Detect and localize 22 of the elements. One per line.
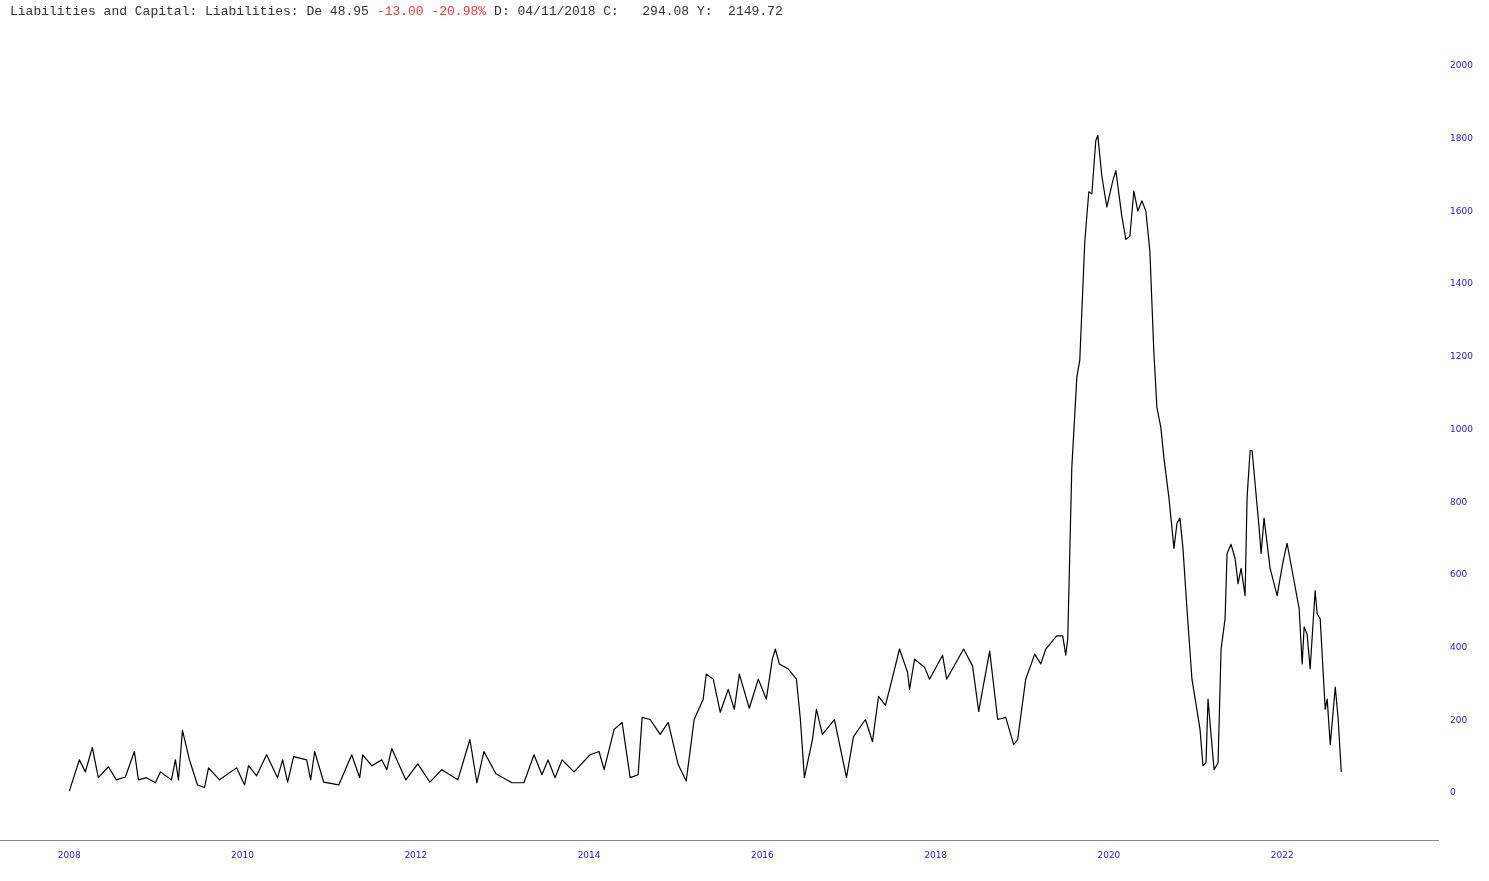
x-tick-label: 2020 xyxy=(1097,849,1121,860)
x-tick-label: 2022 xyxy=(1270,849,1294,860)
x-tick-label: 2014 xyxy=(577,849,601,860)
y-tick-label: 200 xyxy=(1450,714,1468,725)
x-tick-label: 2012 xyxy=(404,849,428,860)
y-tick-label: 1600 xyxy=(1450,205,1474,216)
x-tick-label: 2016 xyxy=(750,849,775,860)
y-tick-label: 1800 xyxy=(1450,133,1474,144)
text: D: 04/11/2018 C: 294.08 Y: 2149.72 xyxy=(494,4,783,19)
y-tick-label: 1200 xyxy=(1450,351,1474,362)
chart-title: Liabilities and Capital: Liabilities: De 48.95 xyxy=(10,4,369,19)
x-tick-label: 2008 xyxy=(57,849,82,860)
y-tick-label: 400 xyxy=(1450,641,1468,652)
chart-subtitle: -13.00 -20.98% xyxy=(376,4,487,19)
y-tick-label: 600 xyxy=(1450,569,1468,580)
x-tick-label: 2010 xyxy=(231,849,255,860)
y-tick-label: 0 xyxy=(1450,787,1457,798)
y-tick-label: 1000 xyxy=(1450,423,1474,434)
y-tick-label: 1400 xyxy=(1450,278,1474,289)
y-tick-label: 800 xyxy=(1450,496,1468,507)
y-tick-label: 2000 xyxy=(1450,60,1474,71)
x-tick-label: 2018 xyxy=(924,849,948,860)
